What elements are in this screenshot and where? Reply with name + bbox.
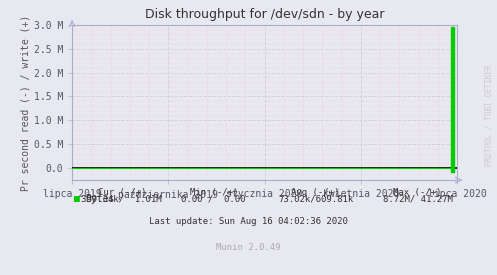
Text: ■: ■ [74, 194, 80, 204]
Text: 73.02k/609.81k: 73.02k/609.81k [278, 195, 353, 204]
Text: Min (-/+): Min (-/+) [189, 188, 238, 197]
Text: Max (-/+): Max (-/+) [393, 188, 442, 197]
Title: Disk throughput for /dev/sdn - by year: Disk throughput for /dev/sdn - by year [145, 8, 384, 21]
Y-axis label: Pr second read (-) / write (+): Pr second read (-) / write (+) [21, 14, 31, 191]
Text: Last update: Sun Aug 16 04:02:36 2020: Last update: Sun Aug 16 04:02:36 2020 [149, 217, 348, 226]
Text: Munin 2.0.49: Munin 2.0.49 [216, 243, 281, 252]
Text: Bytes: Bytes [85, 194, 115, 204]
Text: 0.00 /  0.00: 0.00 / 0.00 [181, 195, 246, 204]
Text: RRDTOOL / TOBI OETIKER: RRDTOOL / TOBI OETIKER [485, 65, 494, 166]
Text: 8.72M/ 41.27M: 8.72M/ 41.27M [383, 195, 452, 204]
Text: Avg (-/+): Avg (-/+) [291, 188, 340, 197]
Text: 399.34k/  1.01M: 399.34k/ 1.01M [82, 195, 162, 204]
Text: Cur (-/+): Cur (-/+) [97, 188, 146, 197]
